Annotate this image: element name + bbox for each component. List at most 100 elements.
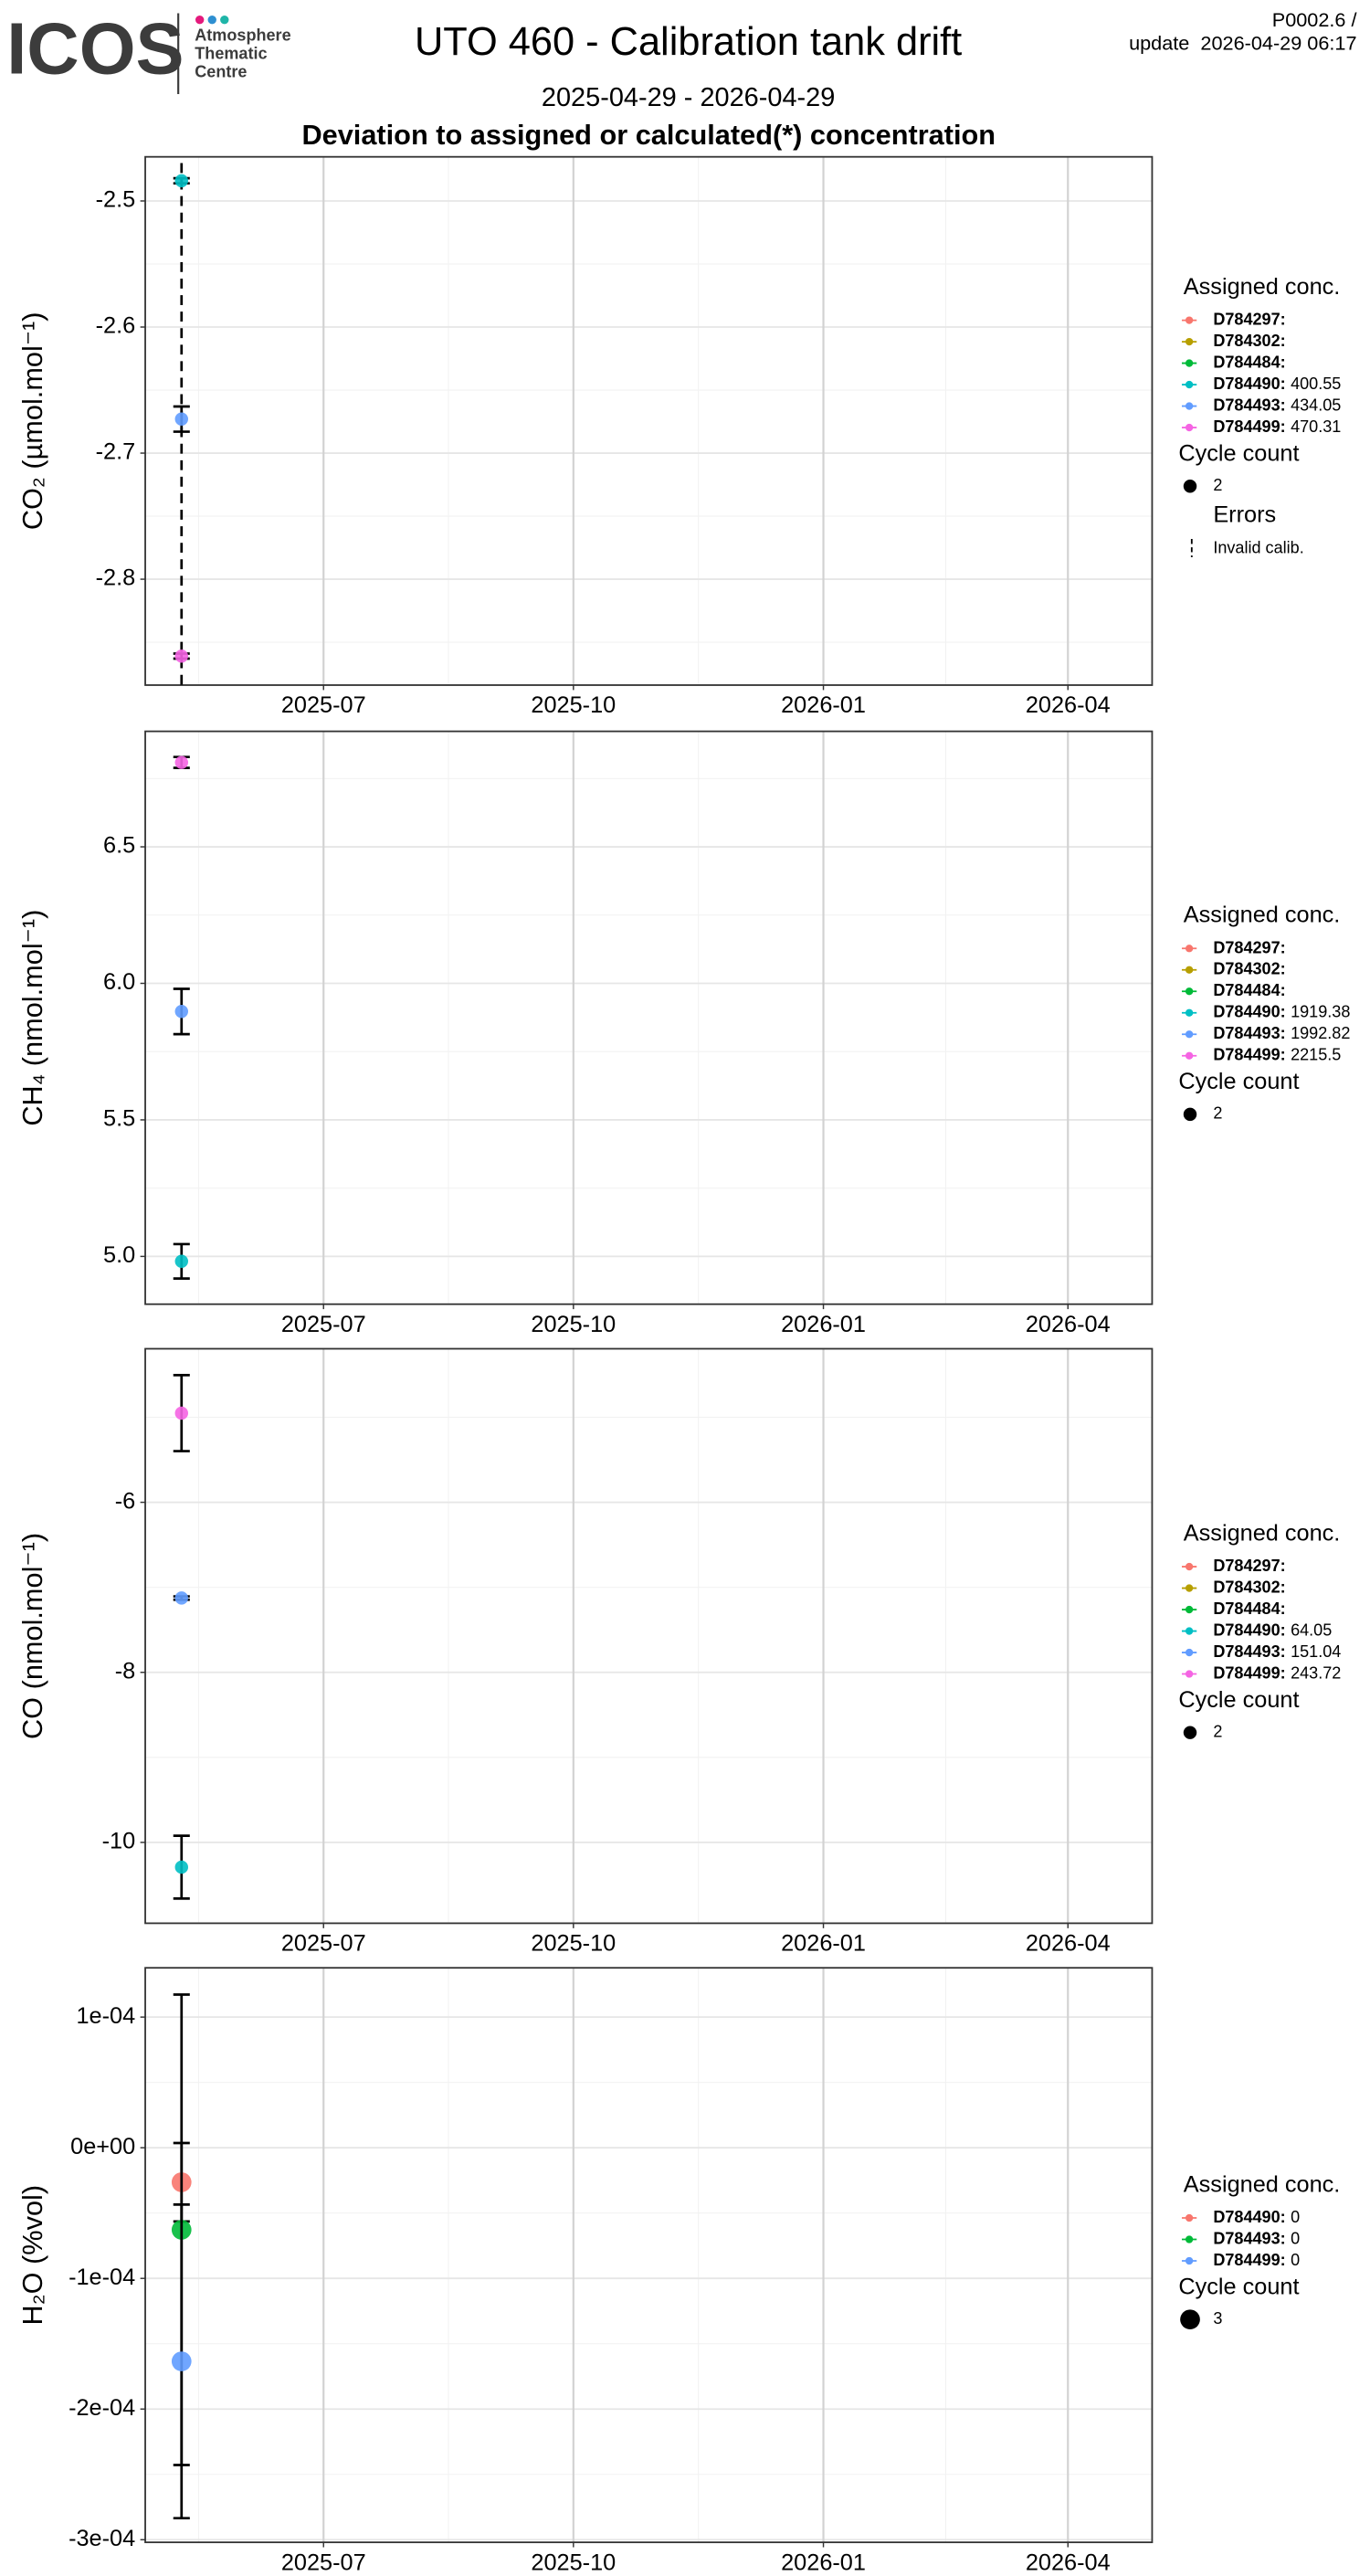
legend-name: D784493: [1213,396,1285,414]
x-tick-label: 2026-04 [1026,1312,1111,1337]
legend-value: 0 [1291,2208,1300,2226]
legend-entry: D784499: 2215.5 [1213,1045,1341,1063]
legend-name: D784493: [1213,1642,1285,1661]
legend-name: D784302: [1213,332,1285,350]
legend-swatch [1185,380,1194,389]
size-legend-label: 2 [1213,1722,1222,1740]
size-legend-dot [1183,1107,1197,1122]
legend-entry: D784493: 151.04 [1213,1642,1341,1661]
logo: ICOS [6,8,184,90]
legend-value: 64.05 [1291,1621,1332,1639]
legend-entry: D784490: 64.05 [1213,1621,1332,1639]
legend-value: 470.31 [1291,417,1341,436]
plot-area [173,755,190,1280]
x-tick-label: 2025-07 [281,2550,366,2575]
legend-swatch [1185,423,1194,432]
legend: Assigned conc. D784297: D784302: D784484: D7… [1178,903,1350,1123]
size-legend-label: 2 [1213,476,1222,494]
legend-value: 434.05 [1291,396,1341,414]
y-tick-label: -8 [115,1658,135,1684]
legend-swatch [1185,337,1194,346]
legend-name: D784302: [1213,1578,1285,1596]
legend-name: D784484: [1213,1599,1285,1618]
y-tick-label: 0e+00 [70,2134,135,2159]
point [174,1406,189,1420]
legend-name: D784302: [1213,960,1285,978]
legend-name: D784490: [1213,2208,1285,2226]
legend: Assigned conc. D784297: D784302: D784484: D7… [1178,274,1341,557]
logo-text: Atmosphere [195,26,290,45]
panel: -6 -8 -10 2025-07 2025-10 2026-01 2026-04 CO (n… [16,1347,1341,1957]
logo-dot [207,15,216,25]
legend-swatch [1185,1008,1194,1017]
legend-name: D784297: [1213,310,1285,328]
x-tick-label: 2025-10 [531,1931,616,1957]
legend-value: 2215.5 [1291,1045,1341,1063]
legend-name: D784484: [1213,353,1285,371]
title: UTO 460 - Calibration tank drift [415,20,962,64]
logo-text: Thematic [195,44,267,62]
size-legend-dot [1180,2309,1200,2329]
x-tick-label: 2026-01 [781,692,866,718]
legend-swatch [1185,1605,1194,1614]
panel: 1e-04 0e+00 -1e-04 -2e-04 -3e-04 2025-07 2025-… [16,1967,1340,2575]
y-tick-label: 5.5 [103,1106,135,1132]
x-tick-label: 2025-07 [281,1931,366,1957]
update: update 2026-04-29 06:17 [1129,32,1356,55]
legend-name: D784493: [1213,1024,1285,1042]
point [174,1254,189,1269]
point [174,755,189,769]
legend-title: Assigned conc. [1184,274,1341,300]
y-tick-label: -2.7 [96,439,136,465]
size-legend-label: 3 [1213,2309,1222,2328]
plot-area [173,1374,190,1900]
legend-swatch [1185,1051,1194,1060]
legend-swatch [1185,2256,1194,2265]
plot-border [144,1347,1154,1925]
legend-title: Assigned conc. [1184,903,1341,928]
x-tick-label: 2025-10 [531,2550,616,2575]
point [174,649,189,663]
size-legend-title: Cycle count [1178,2275,1299,2300]
point [174,412,189,427]
legend-swatch [1185,1670,1194,1678]
legend-name: D784297: [1213,1557,1285,1575]
size-legend-dot [1183,480,1197,493]
legend-title: Assigned conc. [1184,1521,1341,1547]
legend-entry: D784302: [1213,1578,1285,1596]
legend-swatch [1185,987,1194,996]
legend-entry: D784490: 1919.38 [1213,1003,1350,1021]
legend-title: Assigned conc. [1184,2171,1341,2197]
legend-value: 1919.38 [1291,1003,1350,1021]
legend-entry: D784484: [1213,353,1285,371]
plot-area [171,1993,192,2520]
legend-swatch [1185,966,1194,974]
legend-name: D784499: [1213,1045,1285,1063]
y-tick-label: -6 [115,1488,135,1514]
plot-area [173,156,190,685]
legend-entry: D784302: [1213,960,1285,978]
legend-name: D784484: [1213,981,1285,999]
legend-swatch [1185,1562,1194,1571]
legend-name: D784297: [1213,938,1285,956]
legend-swatch [1185,2235,1194,2243]
error-legend-label: Invalid calib. [1213,539,1303,557]
legend-entry: D784493: 1992.82 [1213,1024,1350,1042]
legend-swatch [1185,402,1194,410]
x-tick-label: 2026-01 [781,1312,866,1337]
y-tick-label: 5.0 [103,1242,135,1268]
legend-name: D784490: [1213,375,1285,393]
y-tick-label: -1e-04 [68,2265,135,2290]
point [171,2351,192,2371]
legend-swatch [1185,359,1194,367]
point [174,174,189,188]
plot-border [144,730,1154,1305]
legend: Assigned conc. D784297: D784302: D784484: D7… [1178,1521,1341,1741]
legend-name: D784490: [1213,1621,1285,1639]
legend-name: D784499: [1213,417,1285,436]
point [174,1005,189,1019]
point [174,1860,189,1874]
